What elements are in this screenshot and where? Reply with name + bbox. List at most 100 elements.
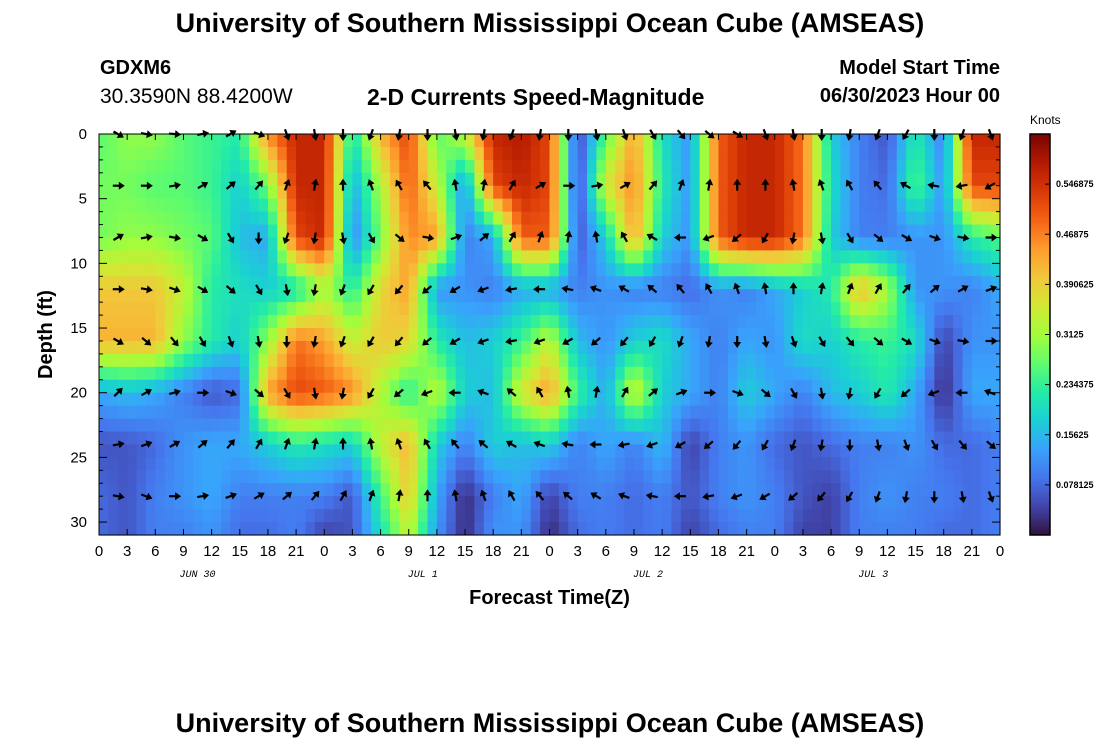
heatmap-cell (690, 302, 701, 316)
heatmap-cell (718, 496, 729, 510)
heatmap-cell (521, 522, 532, 536)
heatmap-cell (746, 224, 757, 239)
heatmap-cell (352, 250, 363, 264)
heatmap-cell (596, 172, 607, 187)
heatmap-cell (718, 250, 729, 264)
heatmap-cell (784, 418, 795, 433)
x-tick-label: 12 (879, 543, 896, 560)
heatmap-cell (192, 522, 203, 536)
heatmap-cell (493, 328, 504, 342)
heatmap-cell (343, 392, 354, 407)
heatmap-cell (418, 328, 429, 342)
y-tick-label: 10 (70, 255, 87, 272)
heatmap-cell (737, 366, 748, 381)
heatmap-cell (671, 405, 682, 420)
current-arrow (423, 489, 432, 502)
heatmap-cell (427, 405, 438, 420)
heatmap-cell (896, 509, 907, 523)
heatmap-cell (136, 366, 147, 381)
heatmap-cell (671, 444, 682, 458)
heatmap-cell (117, 496, 128, 510)
heatmap-cell (127, 483, 138, 497)
heatmap-cell (436, 379, 447, 394)
heatmap-cell (746, 379, 757, 394)
heatmap-cell (812, 302, 823, 316)
heatmap-cell (211, 185, 222, 200)
heatmap-cell (943, 328, 954, 342)
date-label: JUL 1 (408, 570, 438, 581)
heatmap-cell (587, 328, 598, 342)
heatmap-cell (540, 328, 551, 342)
heatmap-cell (465, 289, 476, 303)
heatmap-cell (549, 379, 560, 394)
heatmap-cell (465, 263, 476, 277)
heatmap-cell (840, 509, 851, 523)
heatmap-cell (831, 457, 842, 471)
heatmap-cell (249, 172, 260, 187)
heatmap-cell (145, 509, 156, 523)
heatmap-cell (849, 431, 860, 446)
current-arrow (169, 492, 182, 501)
heatmap-cell (502, 172, 513, 187)
heatmap-cell (389, 198, 400, 213)
heatmap-cell (906, 340, 917, 355)
heatmap-cell (662, 444, 673, 458)
heatmap-cell (802, 431, 813, 446)
heatmap-cell (399, 198, 410, 213)
heatmap-cell (324, 444, 335, 458)
heatmap-cell (174, 457, 185, 471)
heatmap-cell (267, 392, 278, 407)
current-arrow (955, 388, 968, 397)
current-arrow (817, 491, 826, 502)
heatmap-cell (577, 457, 588, 471)
heatmap-cell (577, 340, 588, 355)
heatmap-cell (380, 340, 391, 355)
heatmap-cell (333, 457, 344, 471)
heatmap-cell (446, 366, 457, 381)
heatmap-cell (906, 328, 917, 342)
heatmap-cell (474, 263, 485, 277)
current-arrow (900, 388, 911, 398)
heatmap-cell (877, 146, 888, 161)
heatmap-cell (662, 418, 673, 433)
heatmap-cell (305, 263, 316, 277)
heatmap-cell (849, 483, 860, 497)
heatmap-cell (934, 470, 945, 484)
heatmap-cell (896, 159, 907, 174)
heatmap-cell (324, 379, 335, 394)
heatmap-cell (286, 496, 297, 510)
heatmap-cell (530, 392, 541, 407)
heatmap-cell (774, 328, 785, 342)
heatmap-cell (915, 328, 926, 342)
heatmap-cell (399, 328, 410, 342)
heatmap-cell (906, 366, 917, 381)
heatmap-cell (371, 405, 382, 420)
heatmap-cell (915, 289, 926, 303)
heatmap-cell (127, 211, 138, 226)
heatmap-cell (896, 522, 907, 536)
current-arrow (480, 178, 488, 191)
heatmap-cell (399, 315, 410, 329)
heatmap-cell (192, 431, 203, 446)
heatmap-cell (155, 379, 166, 394)
heatmap-cell (624, 263, 635, 277)
heatmap-cell (821, 302, 832, 316)
heatmap-cell (849, 289, 860, 303)
heatmap-cell (709, 250, 720, 264)
x-tick-label: 3 (573, 543, 581, 560)
heatmap-cell (652, 250, 663, 264)
heatmap-cell (662, 509, 673, 523)
current-arrow (394, 284, 404, 295)
heatmap-cell (277, 263, 288, 277)
heatmap-cell (981, 315, 992, 329)
heatmap-cell (568, 418, 579, 433)
heatmap-cell (465, 405, 476, 420)
heatmap-cell (737, 418, 748, 433)
heatmap-cell (934, 289, 945, 303)
heatmap-cell (343, 315, 354, 329)
heatmap-cell (99, 444, 109, 458)
current-arrow (761, 439, 769, 451)
heatmap-cell (962, 159, 973, 174)
heatmap-cells (99, 134, 1001, 536)
heatmap-cell (981, 185, 992, 200)
